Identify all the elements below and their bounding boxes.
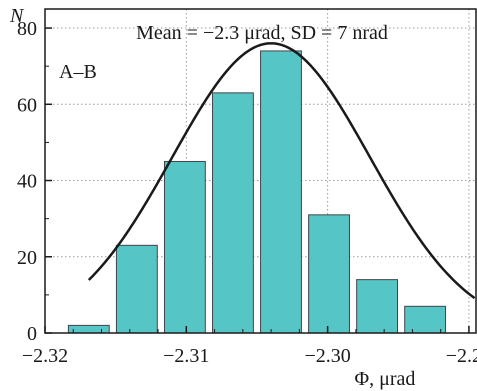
y-axis-label: N [9, 5, 25, 27]
y-tick-label: 0 [27, 323, 37, 345]
y-tick-label: 60 [17, 94, 37, 116]
gaussian-fit-curve [87, 42, 476, 300]
x-axis-label: Φ, μrad [355, 368, 416, 390]
y-tick-label: 20 [17, 247, 37, 269]
histogram-bar [356, 279, 399, 334]
histogram-bar [404, 305, 447, 334]
histogram-bars [67, 50, 447, 334]
histogram-bar [67, 324, 110, 334]
y-tick-label: 40 [17, 171, 37, 193]
x-tick-label: −2.32 [22, 345, 68, 367]
histogram-bar [115, 244, 158, 334]
panel-label: A–B [59, 61, 97, 83]
histogram-bar [212, 92, 254, 334]
histogram-bar [308, 214, 350, 334]
x-tick-label: −2.31 [163, 345, 209, 367]
axis-ticks: −2.32 −2.31 −2.30 −2.29 0 20 40 60 80 [17, 18, 477, 367]
x-tick-label: −2.29 [446, 345, 477, 367]
histogram-bar [163, 160, 206, 334]
x-tick-label: −2.30 [304, 345, 350, 367]
histogram-bar [260, 50, 302, 334]
annotation-text: Mean = −2.3 μrad, SD = 7 nrad [136, 22, 388, 44]
plot-frame [44, 8, 477, 334]
y-tick-label: 80 [17, 18, 37, 40]
